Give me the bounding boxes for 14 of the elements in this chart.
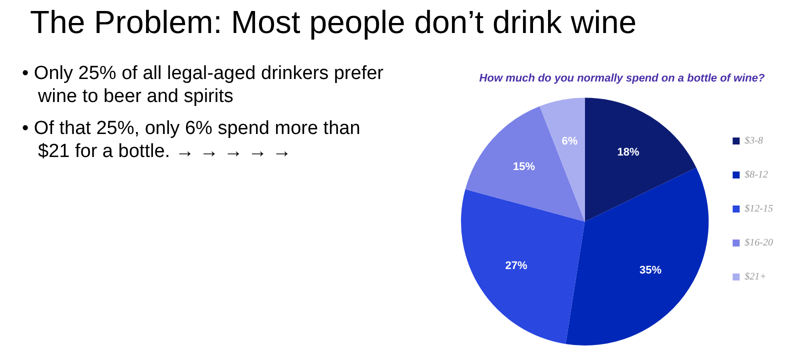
data-label: 15% bbox=[512, 161, 536, 174]
data-label: 27% bbox=[505, 260, 528, 272]
text: • Of that 25%, only 6% spend more than $21 for a bottle. → → → → → bbox=[22, 117, 362, 163]
data-label: 6% bbox=[562, 135, 578, 148]
legend-label: $3-8 bbox=[744, 136, 764, 147]
text: • Only 25% of all legal-aged drinkers prefer wine to beer and spirits bbox=[22, 62, 385, 108]
legend-label: $21+ bbox=[744, 272, 766, 283]
legend-label: $16-20 bbox=[744, 238, 774, 249]
data-label: 35% bbox=[639, 264, 662, 276]
data-label: 18% bbox=[617, 146, 640, 158]
legend-label: $12-15 bbox=[744, 204, 774, 215]
chart-subtitle: How much do you normally spend on a bottle of wine? bbox=[479, 72, 765, 85]
chart-title: The Problem: Most people don’t drink wine bbox=[30, 4, 637, 41]
legend-label: $8-12 bbox=[744, 170, 768, 181]
